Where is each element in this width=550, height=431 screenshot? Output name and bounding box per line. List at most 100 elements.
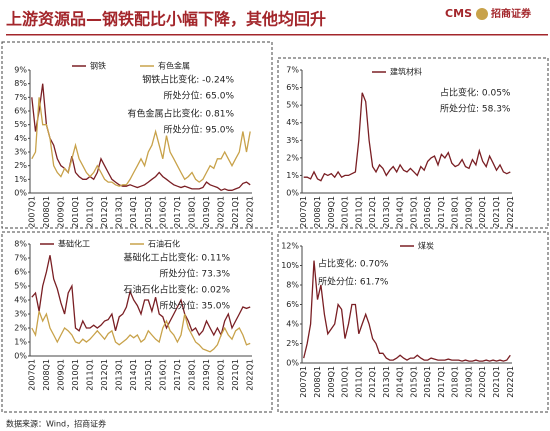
series-line — [31, 255, 251, 337]
y-tick-label: 8% — [286, 281, 299, 290]
x-tick-label: 2009Q1 — [327, 196, 336, 228]
annotation: 基础化工占比变化: 0.11% — [124, 252, 231, 264]
x-tick-label: 2020Q1 — [217, 196, 226, 228]
y-tick-label: 12% — [281, 242, 299, 251]
annotation: 石油石化占比变化: 0.02% — [124, 284, 231, 296]
x-tick-label: 2021Q1 — [231, 359, 240, 391]
annotation: 所处分位: 65.0% — [164, 90, 235, 102]
x-tick-label: 2014Q1 — [129, 359, 138, 391]
x-tick-label: 2019Q1 — [202, 359, 211, 391]
x-tick-label: 2019Q1 — [202, 196, 211, 228]
x-tick-label: 2017Q1 — [437, 196, 446, 228]
y-tick-label: 3% — [14, 148, 27, 157]
x-tick-label: 2021Q1 — [492, 196, 501, 228]
y-tick-label: 6% — [14, 268, 27, 277]
y-tick-label: 3% — [14, 310, 27, 319]
x-tick-label: 2014Q1 — [396, 196, 405, 228]
x-tick-label: 2011Q1 — [354, 366, 363, 398]
x-tick-label: 2010Q1 — [71, 196, 80, 228]
x-tick-label: 2013Q1 — [382, 196, 391, 228]
x-tick-label: 2010Q1 — [341, 366, 350, 398]
y-tick-label: 8% — [14, 79, 27, 88]
y-tick-label: 5% — [286, 101, 299, 110]
x-tick-label: 2017Q1 — [437, 366, 446, 398]
y-tick-label: 6% — [14, 107, 27, 116]
x-tick-label: 2014Q1 — [396, 366, 405, 398]
y-tick-label: 9% — [14, 66, 27, 75]
annotation: 钢铁占比变化: -0.24% — [142, 74, 234, 86]
x-tick-label: 2022Q1 — [506, 366, 515, 398]
y-tick-label: 3% — [286, 136, 299, 145]
y-tick-label: 1% — [14, 338, 27, 347]
series-line — [31, 310, 251, 353]
y-tick-label: 1% — [14, 175, 27, 184]
y-tick-label: 4% — [286, 320, 299, 329]
x-tick-label: 2011Q1 — [86, 359, 95, 391]
x-tick-label: 2009Q1 — [56, 196, 65, 228]
y-tick-label: 8% — [14, 240, 27, 249]
x-tick-label: 2014Q1 — [129, 196, 138, 228]
y-tick-label: 1% — [286, 171, 299, 180]
legend-label: 石油石化 — [148, 239, 180, 249]
x-tick-label: 2020Q1 — [478, 196, 487, 228]
x-tick-label: 2018Q1 — [187, 359, 196, 391]
y-tick-label: 0% — [286, 359, 299, 368]
x-tick-label: 2018Q1 — [187, 196, 196, 228]
series-line — [303, 92, 511, 182]
x-tick-label: 2015Q1 — [409, 196, 418, 228]
x-tick-label: 2008Q1 — [42, 359, 51, 391]
x-tick-label: 2017Q1 — [173, 196, 182, 228]
x-tick-label: 2013Q1 — [115, 359, 124, 391]
annotation: 所处分位: 61.7% — [318, 276, 389, 288]
title-rule — [6, 34, 548, 36]
x-tick-label: 2018Q1 — [451, 196, 460, 228]
x-tick-label: 2022Q1 — [246, 359, 255, 391]
y-tick-label: 5% — [14, 120, 27, 129]
x-tick-label: 2008Q1 — [313, 196, 322, 228]
legend-label: 基础化工 — [58, 239, 90, 249]
y-tick-label: 2% — [286, 153, 299, 162]
annotation: 占比变化: 0.05% — [440, 87, 511, 99]
y-tick-label: 4% — [14, 134, 27, 143]
legend-label: 有色金属 — [158, 61, 190, 71]
x-tick-label: 2019Q1 — [464, 366, 473, 398]
series-line — [303, 260, 511, 362]
panel-border — [277, 231, 549, 413]
y-tick-label: 6% — [286, 83, 299, 92]
x-tick-label: 2015Q1 — [144, 196, 153, 228]
panel-border — [277, 57, 549, 229]
y-tick-label: 2% — [14, 324, 27, 333]
logo-icon — [476, 8, 488, 20]
x-tick-label: 2015Q1 — [409, 366, 418, 398]
x-tick-label: 2007Q1 — [27, 196, 36, 228]
x-tick-label: 2010Q1 — [71, 359, 80, 391]
x-tick-label: 2022Q1 — [246, 196, 255, 228]
logo-brand: CMS — [445, 7, 472, 20]
y-tick-label: 2% — [286, 339, 299, 348]
y-tick-label: 5% — [14, 282, 27, 291]
y-tick-label: 7% — [286, 66, 299, 75]
annotation: 所处分位: 58.3% — [440, 103, 511, 115]
slide-title: 上游资源品—钢铁配比小幅下降，其他均回升 — [6, 10, 326, 29]
x-tick-label: 2008Q1 — [313, 366, 322, 398]
y-tick-label: 6% — [286, 300, 299, 309]
x-tick-label: 2020Q1 — [217, 359, 226, 391]
x-tick-label: 2021Q1 — [231, 196, 240, 228]
x-tick-label: 2018Q1 — [451, 366, 460, 398]
y-tick-label: 0% — [14, 189, 27, 198]
x-tick-label: 2013Q1 — [115, 196, 124, 228]
x-tick-label: 2012Q1 — [100, 359, 109, 391]
y-tick-label: 4% — [286, 118, 299, 127]
x-tick-label: 2016Q1 — [158, 359, 167, 391]
x-tick-label: 2016Q1 — [158, 196, 167, 228]
x-tick-label: 2016Q1 — [423, 366, 432, 398]
x-tick-label: 2009Q1 — [327, 366, 336, 398]
x-tick-label: 2012Q1 — [100, 196, 109, 228]
series-line — [31, 97, 251, 187]
x-tick-label: 2011Q1 — [354, 196, 363, 228]
y-tick-label: 0% — [14, 352, 27, 361]
annotation: 所处分位: 95.0% — [164, 124, 235, 136]
x-tick-label: 2020Q1 — [478, 366, 487, 398]
y-tick-label: 7% — [14, 254, 27, 263]
